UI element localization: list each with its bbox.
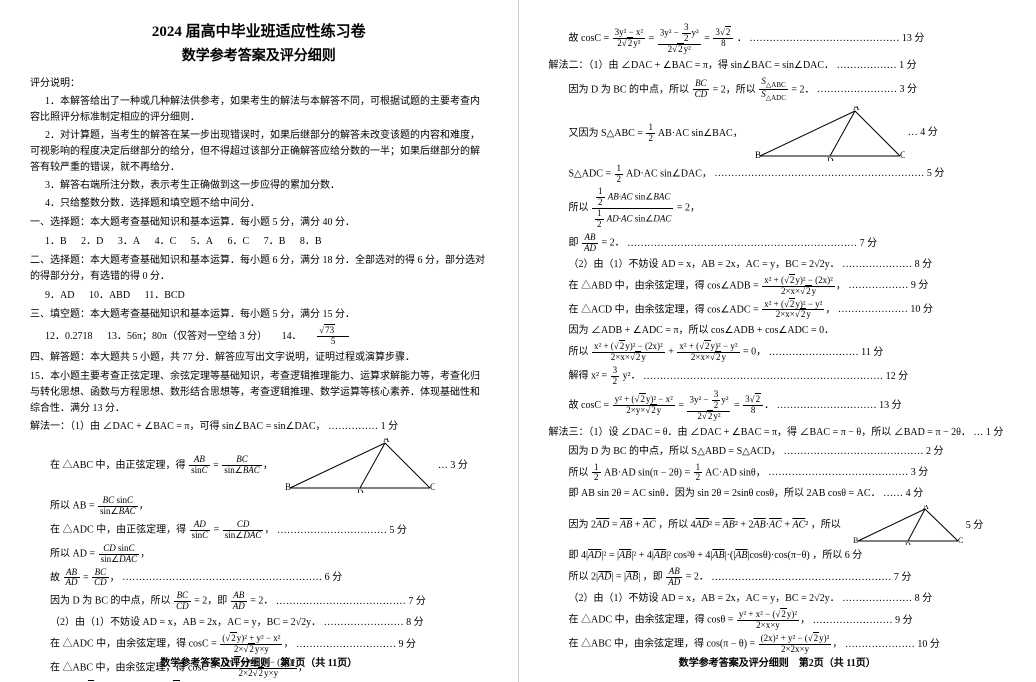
ans-14-label: 14． — [282, 331, 302, 342]
title-sub: 数学参考答案及评分细则 — [30, 46, 488, 68]
ans-7: 7．B — [264, 236, 286, 247]
sol1-line8: （2）由（1）不妨设 AD = x，AB = 2x，AC = y，BC = 2√… — [30, 615, 488, 631]
ans-11: 11．BCD — [145, 290, 185, 301]
ans-12: 12．0.2718 — [45, 331, 93, 342]
answers-2: 9．AD 10．ABD 11．BCD — [30, 288, 488, 304]
sol2-line11: 所以 x² + (√2y)² − (2x)²2×x×√2y + x² + (√2… — [549, 342, 1007, 363]
ans-9: 9．AD — [45, 290, 74, 301]
sol2-line1: 解法二：（1）由 ∠DAC + ∠BAC = π，得 sin∠BAC = sin… — [549, 58, 1007, 74]
sol3-line2: 因为 D 为 BC 的中点，所以 S△ABD = S△ACD， ……………………… — [549, 444, 1007, 460]
svg-text:C: C — [958, 536, 963, 545]
ans-5: 5．A — [191, 236, 213, 247]
svg-text:B: B — [853, 536, 858, 545]
sol2-line10: 因为 ∠ADB + ∠ADC = π，所以 cos∠ADB + cos∠ADC … — [549, 323, 1007, 339]
intro-4: 4．只给整数分数．选择题和填空题不给中间分． — [30, 196, 488, 212]
intro-3: 3．解答右端所注分数，表示考生正确做到这一步应得的累加分数． — [30, 178, 488, 194]
triangle-diagram-2: A B D C — [755, 106, 905, 161]
sol2-line4: S△ADC = 12 AD·AC sin∠DAC， ……………………………………… — [549, 164, 1007, 185]
svg-text:B: B — [285, 482, 291, 492]
sol2-line12: 解得 x² = 32 y²． ……………………………………………………………… … — [549, 366, 1007, 387]
sol1-line6: 故 ABAD = BCCD， …………………………………………………… 6 分 — [30, 568, 488, 589]
score: …………… 1 分 — [328, 419, 398, 435]
ans-2: 2．D — [81, 236, 103, 247]
svg-text:A: A — [923, 505, 929, 511]
sol1-line4: 在 △ADC 中，由正弦定理，得 ADsinC = CDsin∠DAC， ………… — [30, 520, 488, 541]
sol3-line5: 因为 2AD = AB + AC ，所以 4AD² = AB² + 2AB·AC… — [549, 505, 1007, 545]
sol1-line3: 所以 AB = BC sinCsin∠BAC， — [30, 496, 488, 517]
sol3-line3: 所以 12 AB·AD sin(π − 2θ) = 12 AC·AD sinθ，… — [549, 463, 1007, 484]
page-2: 故 cosC = 3y² − x²2√2y² = 3y² − 32y²2√2y²… — [519, 0, 1036, 682]
sol1-line5: 所以 AD = CD sinCsin∠DAC， — [30, 544, 488, 565]
ans-13: 13．56π；80π（仅答对一空给 3 分） — [107, 331, 267, 342]
sol3-line8: （2）由（1）不妨设 AD = x，AB = 2x，AC = y，BC = 2√… — [549, 591, 1007, 607]
sol3-line6: 即 4|AD|² = |AB|² + 4|AB|² cos²θ + 4|AB|·… — [549, 548, 1007, 564]
r-line1: 故 cosC = 3y² − x²2√2y² = 3y² − 32y²2√2y²… — [549, 23, 1007, 55]
svg-text:C: C — [430, 482, 435, 492]
intro-1: 1．本解答给出了一种或几种解法供参考，如果考生的解法与本解答不同，可根据试题的主… — [30, 94, 488, 126]
sol2-line6: 即 ABAD = 2． …………………………………………………………… 7 分 — [549, 233, 1007, 254]
svg-text:D: D — [905, 541, 911, 545]
sol1-label: 解法一： — [30, 421, 70, 432]
sol2-line3: 又因为 S△ABC = 12 AB·AC sin∠BAC， A B D C … … — [549, 106, 1007, 161]
ans-1: 1．B — [45, 236, 67, 247]
ans-8: 8．B — [300, 236, 322, 247]
triangle-diagram-1: A B D C — [285, 438, 435, 493]
page-1: 2024 届高中毕业班适应性练习卷 数学参考答案及评分细则 评分说明： 1．本解… — [0, 0, 519, 682]
section-2: 二、选择题：本大题考查基础知识和基本运算．每小题 6 分，满分 18 分．全部选… — [30, 253, 488, 285]
sol1-line7: 因为 D 为 BC 的中点，所以 BCCD = 2，即 ABAD = 2． ……… — [30, 591, 488, 612]
svg-text:A: A — [383, 438, 390, 444]
sol2-line7: （2）由（1）不妨设 AD = x，AB = 2x，AC = y，BC = 2√… — [549, 257, 1007, 273]
svg-text:A: A — [853, 106, 860, 112]
ans-14-frac: √735 — [317, 326, 361, 347]
sol2-line13: 故 cosC = y² + (√2y)² − x²2×y×√2y = 3y² −… — [549, 390, 1007, 422]
sol3-line1: 解法三：（1）设 ∠DAC = θ．由 ∠DAC + ∠BAC = π，得 ∠B… — [549, 425, 1007, 441]
sol2-line5: 所以 12 AB·AC sin∠BAC12 AD·AC sin∠DAC = 2， — [549, 187, 1007, 230]
ans-4: 4．C — [155, 236, 177, 247]
section-1: 一、选择题：本大题考查基础知识和基本运算．每小题 5 分，满分 40 分． — [30, 215, 488, 231]
sol1-line1: 解法一：（1）由 ∠DAC + ∠BAC = π，可得 sin∠BAC = si… — [30, 419, 488, 435]
svg-text:C: C — [900, 150, 905, 160]
sol1-line9: 在 △ADC 中，由余弦定理，得 cosC = (√2y)² + y² − x²… — [30, 634, 488, 655]
ans-6: 6．C — [228, 236, 250, 247]
sol3-line4: 即 AB sin 2θ = AC sinθ．因为 sin 2θ = 2sinθ … — [549, 486, 1007, 502]
sol3-line10: 在 △ABC 中，由余弦定理，得 cos(π − θ) = (2x)² + y²… — [549, 634, 1007, 655]
svg-text:D: D — [827, 156, 834, 161]
svg-text:B: B — [755, 150, 761, 160]
answers-3: 12．0.2718 13．56π；80π（仅答对一空给 3 分） 14． √73… — [30, 326, 488, 347]
q15: 15．本小题主要考查正弦定理、余弦定理等基础知识，考查逻辑推理能力、运算求解能力… — [30, 369, 488, 417]
svg-text:D: D — [357, 488, 364, 493]
intro-2: 2．对计算题，当考生的解答在某一步出现错误时，如果后继部分的解答未改变该题的内容… — [30, 128, 488, 176]
ans-3: 3．A — [118, 236, 140, 247]
triangle-diagram-3: A B D C — [853, 505, 963, 545]
title-main: 2024 届高中毕业班适应性练习卷 — [30, 20, 488, 44]
sol2-line9: 在 △ACD 中，由余弦定理，得 cos∠ADC = x² + (√2y)² −… — [549, 300, 1007, 321]
section-3: 三、填空题：本大题考查基础知识和基本运算．每小题 5 分，满分 15 分． — [30, 307, 488, 323]
section-4: 四、解答题：本大题共 5 小题，共 77 分．解答应写出文字说明，证明过程或演算… — [30, 350, 488, 366]
sol3-line9: 在 △ADC 中，由余弦定理，得 cosθ = y² + x² − (√2y)²… — [549, 610, 1007, 631]
intro-label: 评分说明： — [30, 76, 488, 92]
sol2-line2: 因为 D 为 BC 的中点，所以 BCCD = 2，所以 S△ABCS△ADC … — [549, 77, 1007, 103]
page-footer-2: 数学参考答案及评分细则 第2页（共 11页） — [519, 656, 1036, 672]
answers-1: 1．B 2．D 3．A 4．C 5．A 6．C 7．B 8．B — [30, 234, 488, 250]
document-spread: 2024 届高中毕业班适应性练习卷 数学参考答案及评分细则 评分说明： 1．本解… — [0, 0, 1036, 682]
sol1-line2: 在 △ABC 中，由正弦定理，得 ABsinC = BCsin∠BAC， A B… — [30, 438, 488, 493]
page-footer-1: 数学参考答案及评分细则 第1页（共 11页） — [0, 656, 518, 672]
sol2-line8: 在 △ABD 中，由余弦定理，得 cos∠ADB = x² + (√2y)² −… — [549, 276, 1007, 297]
sol3-line7: 所以 2|AD| = |AB| ，即 ABAD = 2． ……………………………… — [549, 567, 1007, 588]
ans-10: 10．ABD — [89, 290, 130, 301]
